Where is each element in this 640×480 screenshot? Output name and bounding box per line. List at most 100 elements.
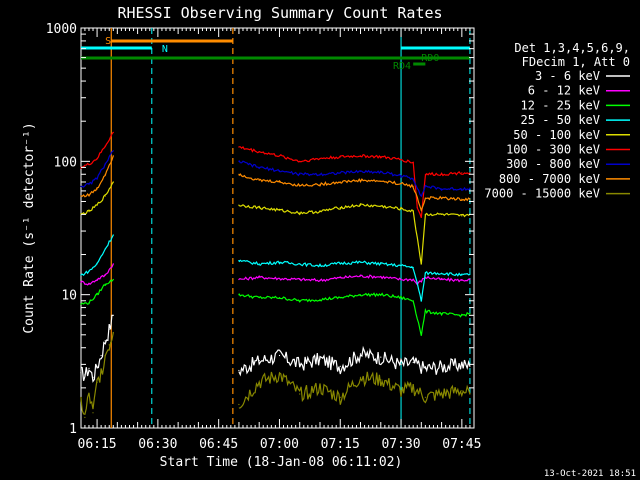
data-point: [461, 390, 463, 392]
legend: Det 1,3,4,5,6,9, FDecim 1, Att 0 3 - 6 k…: [484, 41, 630, 201]
data-point: [469, 172, 471, 174]
data-point: [380, 180, 382, 182]
data-point: [88, 211, 90, 213]
data-point: [319, 183, 321, 186]
annotation-n: N: [162, 44, 168, 55]
data-point: [461, 279, 463, 281]
data-point: [238, 160, 240, 162]
data-point: [441, 365, 443, 367]
data-point: [400, 278, 402, 281]
data-point: [424, 185, 426, 187]
annotation-rd4: RD4: [393, 61, 411, 72]
data-point: [238, 294, 240, 296]
data-point: [469, 278, 471, 281]
series-12-25-kev: [80, 278, 471, 336]
data-point: [441, 173, 443, 175]
data-point: [469, 365, 471, 367]
data-point: [400, 390, 402, 392]
data-point: [339, 156, 341, 158]
data-point: [420, 263, 422, 265]
y-axis-label: Count Rate (s⁻¹ detector⁻¹): [22, 122, 37, 333]
data-point: [258, 381, 260, 383]
x-tick-label: 06:15: [78, 437, 117, 452]
data-point: [104, 283, 106, 285]
data-point: [112, 181, 114, 183]
data-point: [96, 204, 98, 206]
series-line-segment: [238, 292, 470, 336]
data-point: [339, 181, 341, 183]
series-line-segment: [238, 160, 471, 198]
data-point: [104, 248, 106, 250]
series-300-800-kev: [80, 150, 471, 198]
data-point: [88, 367, 90, 369]
data-point: [258, 151, 260, 153]
data-point: [359, 170, 362, 172]
data-point: [80, 281, 82, 283]
series-line-segment: [80, 332, 114, 416]
data-point: [424, 173, 426, 175]
x-tick-label: 07:15: [321, 437, 360, 452]
data-point: [412, 211, 414, 213]
data-point: [92, 412, 94, 414]
series-line-segment: [238, 259, 471, 302]
data-point: [96, 278, 98, 281]
series-line-segment: [80, 314, 114, 383]
data-point: [258, 263, 260, 265]
series-7000-15000-kev: [80, 331, 471, 418]
data-point: [359, 353, 362, 355]
series-line-segment: [238, 371, 471, 409]
x-tick-label: 06:45: [199, 437, 238, 452]
data-point: [96, 188, 98, 190]
data-point: [278, 181, 281, 183]
data-point: [92, 376, 94, 378]
data-point: [88, 283, 90, 285]
data-point: [88, 270, 90, 272]
chart-title: RHESSI Observing Summary Count Rates: [117, 4, 442, 22]
data-point: [96, 365, 98, 367]
data-point: [412, 161, 414, 164]
data-point: [400, 183, 402, 185]
x-tick-label: 07:30: [381, 437, 420, 452]
data-point: [112, 150, 114, 152]
series-line-segment: [238, 274, 471, 286]
data-point: [238, 403, 240, 406]
data-point: [412, 185, 414, 187]
timestamp: 13-Oct-2021 18:51: [544, 469, 636, 479]
data-point: [258, 276, 260, 278]
data-point: [80, 195, 82, 197]
data-point: [420, 209, 422, 211]
data-point: [104, 340, 106, 342]
data-point: [420, 300, 422, 302]
data-point: [80, 372, 82, 374]
legend-label: 300 - 800 keV: [506, 157, 600, 171]
data-point: [424, 310, 426, 312]
data-point: [278, 261, 281, 263]
data-point: [359, 155, 362, 157]
data-point: [299, 184, 301, 186]
data-point: [100, 372, 102, 374]
data-point: [412, 300, 414, 302]
data-point: [84, 374, 86, 376]
data-point: [469, 198, 471, 200]
data-point: [339, 172, 341, 174]
data-point: [299, 393, 301, 395]
data-point: [112, 263, 114, 265]
data-point: [359, 204, 362, 206]
series-3-6-kev: [80, 314, 471, 383]
data-point: [339, 396, 341, 398]
data-point: [420, 334, 422, 336]
data-point: [416, 207, 418, 209]
data-point: [420, 195, 422, 197]
data-point: [469, 187, 471, 189]
x-tick-label: 06:30: [138, 437, 177, 452]
series-line-segment: [80, 279, 114, 305]
data-point: [441, 213, 443, 215]
data-point: [278, 374, 281, 376]
data-point: [258, 166, 260, 168]
data-point: [238, 204, 240, 206]
legend-header-1: Det 1,3,4,5,6,9,: [514, 41, 630, 55]
data-point: [424, 396, 426, 398]
data-point: [112, 314, 114, 316]
observing-overlays: S N RD0 RD4: [81, 28, 471, 428]
